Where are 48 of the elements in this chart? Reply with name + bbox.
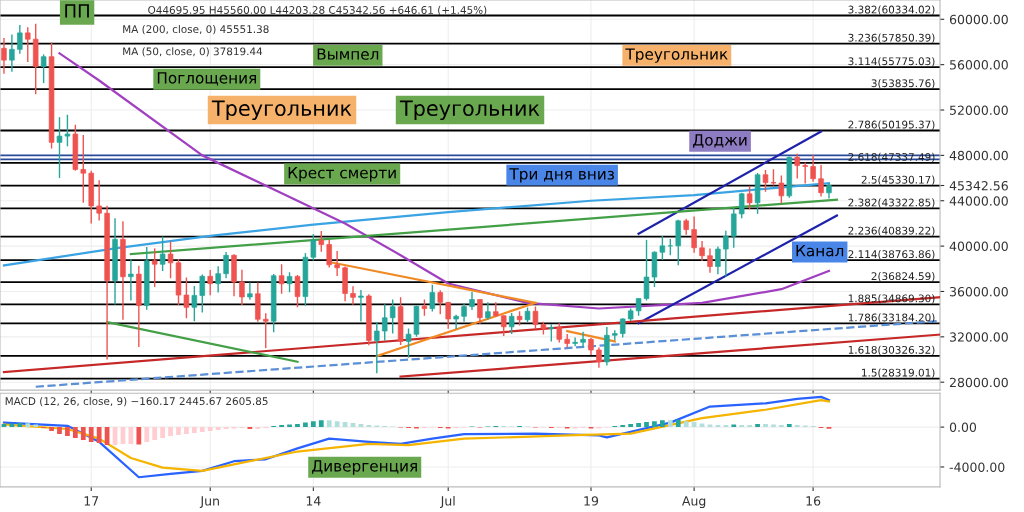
y-tick-label: 36000.00: [950, 286, 1008, 297]
y-tick-label: 48000.00: [949, 150, 1008, 161]
annotation: O44695.95 H45560.00 L44203.28 C45342.56 +646.61 (+1.45%): [148, 5, 487, 16]
annotation: Треугольник: [625, 48, 728, 63]
annotation: MACD (12, 26, close, 9) −160.17 2445.67 2605.85: [5, 396, 268, 407]
ref-line-label: 3.236(57850.39): [848, 33, 935, 43]
y-tick-label: -4000.00: [949, 462, 1005, 472]
y-tick-label: 45342.56: [949, 180, 1008, 191]
ref-line-label: 3.382(60334.02): [848, 5, 935, 15]
y-tick-label: 60000.00: [949, 14, 1008, 25]
x-tick-label: Jul: [440, 495, 455, 508]
x-tick-label: 17: [84, 496, 99, 506]
ref-line-label: 1.618(30326.32): [848, 345, 935, 356]
ref-line-label: 1.5(28319.01): [862, 368, 935, 378]
x-tick-label: 14: [306, 496, 321, 506]
x-tick-label: 16: [806, 496, 821, 506]
ref-line-label: 2.114(38763.86): [848, 250, 935, 260]
annotation: ПП: [65, 4, 89, 18]
ref-line-label: 2(36824.59): [871, 272, 935, 282]
y-tick-label: 44000.00: [949, 196, 1008, 206]
x-tick-label: Jun: [199, 496, 219, 508]
x-tick-label: Aug: [682, 496, 706, 509]
y-tick-label: 52000.00: [950, 105, 1008, 115]
ref-line-label: 2.236(40839.22): [848, 226, 935, 236]
y-tick-label: 56000.00: [950, 60, 1008, 70]
annotation: Доджи: [693, 134, 747, 148]
ref-line-label: 2.382(43322.85): [848, 198, 935, 208]
ref-line-label: 2.786(50195.37): [848, 120, 935, 130]
ref-line-label: 1.786(33184.20): [848, 313, 935, 323]
x-tick-label: 19: [584, 496, 599, 506]
annotation: Три дня вниз: [509, 168, 614, 183]
y-tick-label: 40000.00: [949, 241, 1008, 252]
ref-line-label: 2.5(45330.17): [861, 175, 935, 185]
annotation: Треугольник: [399, 100, 540, 121]
ref-line-label: 3(53835.76): [871, 79, 935, 89]
annotation: Вымпел: [317, 48, 379, 60]
annotation: Крест смерти: [288, 167, 396, 182]
y-tick-label: 0.00: [949, 422, 977, 433]
ref-line-label: 2.618(47337.49): [848, 152, 935, 163]
annotation: MA (200, close, 0) 45551.38: [123, 24, 269, 35]
annotation: Канал: [796, 245, 844, 257]
annotation: Поглощения: [157, 72, 256, 86]
annotation: MA (50, close, 0) 37819.44: [123, 47, 263, 57]
annotation: Дивергенция: [312, 460, 417, 475]
y-tick-label: 32000.00: [950, 332, 1008, 342]
annotation: Треугольник: [211, 100, 352, 121]
y-tick-label: 28000.00: [949, 377, 1008, 388]
ref-line-label: 3.114(55775.03): [848, 57, 935, 67]
